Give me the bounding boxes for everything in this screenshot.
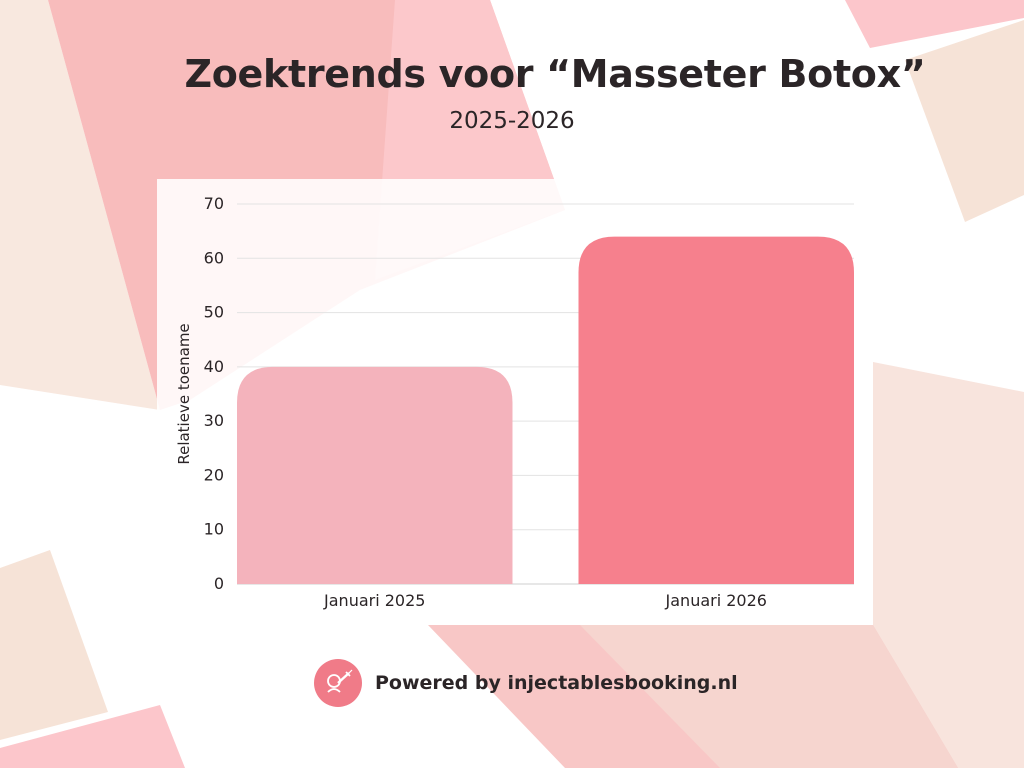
y-axis-label: Relatieve toename	[175, 323, 193, 464]
y-tick-label: 30	[204, 411, 224, 430]
y-tick-label: 70	[204, 194, 224, 213]
y-tick-label: 50	[204, 303, 224, 322]
x-axis-ticks: Januari 2025 Januari 2026	[323, 591, 767, 610]
y-tick-label: 60	[204, 248, 224, 267]
x-tick-label: Januari 2025	[323, 591, 425, 610]
bar-2	[578, 236, 854, 585]
syringe-icon	[314, 659, 362, 707]
footer: Powered by injectablesbooking.nl	[314, 658, 738, 708]
footer-text: Powered by injectablesbooking.nl	[375, 672, 738, 694]
bars	[237, 236, 854, 585]
y-tick-label: 10	[204, 520, 224, 539]
bar-1	[237, 366, 513, 584]
y-tick-label: 40	[204, 357, 224, 376]
x-tick-label: Januari 2026	[665, 591, 767, 610]
y-axis-ticks: 0 10 20 30 40 50 60 70	[204, 194, 224, 593]
chart-subtitle: 2025-2026	[449, 108, 575, 134]
y-tick-label: 20	[204, 465, 224, 484]
chart-title: Zoektrends voor “Masseter Botox”	[184, 52, 926, 96]
y-tick-label: 0	[214, 574, 224, 593]
